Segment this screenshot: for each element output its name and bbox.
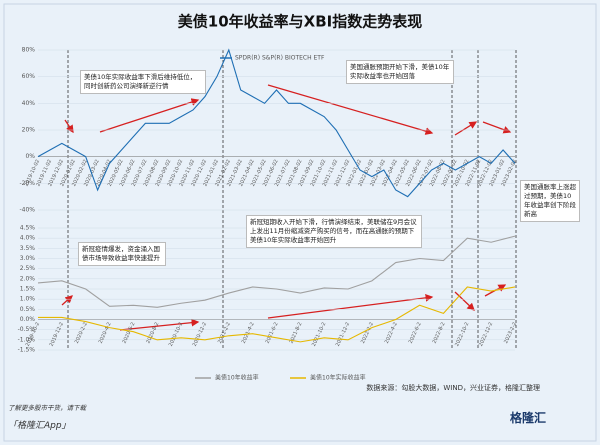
y-tick-label: 2.5% xyxy=(20,265,36,272)
legend-label: SPDR(R) S&P(R) BIOTECH ETF xyxy=(235,55,325,62)
y-tick-label: 20% xyxy=(22,127,36,134)
x-tick-label: 2022-6-2 xyxy=(408,321,423,344)
y-tick-label: 1.0% xyxy=(20,296,36,303)
footer-app: 「格隆汇App」 xyxy=(8,421,71,431)
annotation: 美国通胀率上涨超过预期，美债10年收益率创下阶段新高 xyxy=(520,180,580,222)
y-tick-label: 0% xyxy=(25,153,35,160)
y-tick-label: 40% xyxy=(22,100,36,107)
series-line xyxy=(37,48,516,198)
x-tick-label: 2022-8-2 xyxy=(432,321,447,344)
annotation: 新冠短期收入开始下滑，行情演绎结束，美联储在9月会议上发出11月份缩减资产购买的… xyxy=(246,215,422,248)
y-tick-label: 2.0% xyxy=(20,275,36,282)
y-tick-label: 0.0% xyxy=(20,316,36,323)
annotation: 新冠疫情爆发，资金涌入国债市场导致收益率快速提升 xyxy=(78,242,166,266)
y-tick-label: 1.5% xyxy=(20,286,36,293)
annotation: 美国通胀预期开始下滑，美债10年实际收益率也开始回落 xyxy=(346,60,454,84)
frame xyxy=(3,3,597,442)
y-tick-label: -1.0% xyxy=(18,336,36,343)
x-tick-label: 2020-12-2 xyxy=(192,321,208,347)
x-tick-label: 2020-6-2 xyxy=(122,321,137,344)
x-tick-label: 2022-12-2 xyxy=(478,321,494,347)
series-line xyxy=(37,235,516,308)
x-tick-label: 2021-10-2 xyxy=(311,321,327,347)
trend-arrows xyxy=(61,84,512,331)
source: 数据来源：勾股大数据，WIND，兴业证券，格隆汇整理 xyxy=(366,384,540,392)
y-tick-label: 3.5% xyxy=(20,245,36,252)
footer-text: 了解更多股市干货，请下载 xyxy=(8,404,86,412)
x-tick-label: 2021-12-2 xyxy=(335,321,351,347)
x-tick-label: 2020-8-2 xyxy=(145,321,160,344)
x-tick-label: 2021-2-2 xyxy=(217,321,232,344)
y-tick-label: 60% xyxy=(22,73,36,80)
y-tick-label: -1.5% xyxy=(18,347,36,354)
x-tick-label: 2019-12-2 xyxy=(49,321,65,347)
y-tick-label: 4.5% xyxy=(20,225,36,232)
x-tick-label: 2021-6-2 xyxy=(265,321,280,344)
x-tick-label: 2021-4-2 xyxy=(241,321,256,344)
y-tick-label: 4.0% xyxy=(20,235,36,242)
y-tick-label: 80% xyxy=(22,47,36,54)
y-tick-label: 3.0% xyxy=(20,255,36,262)
x-tick-label: 2022-10-2 xyxy=(454,321,470,347)
chart-title: 美债10年收益率与XBI指数走势表现 xyxy=(178,13,422,31)
legend-label: 美债10年收益率 xyxy=(215,374,259,382)
legend: SPDR(R) S&P(R) BIOTECH ETF 美债10年收益率 美债10年实… xyxy=(195,55,366,382)
logo: 格隆汇 xyxy=(510,411,547,425)
series-line xyxy=(38,286,516,343)
annotation: 美债10年实际收益率下滑后维持低位，同时创新药公司演绎新逆行情 xyxy=(80,70,206,94)
legend-label: 美债10年实际收益率 xyxy=(310,374,366,382)
y-tick-label: -40% xyxy=(19,207,35,214)
y-tick-label: -0.5% xyxy=(18,326,36,333)
y-tick-label: -20% xyxy=(19,180,35,187)
x-tick-label: 2022-4-2 xyxy=(384,321,399,344)
y-tick-label: 0.5% xyxy=(20,306,36,313)
x-tick-label: 2020-2-2 xyxy=(74,321,89,344)
